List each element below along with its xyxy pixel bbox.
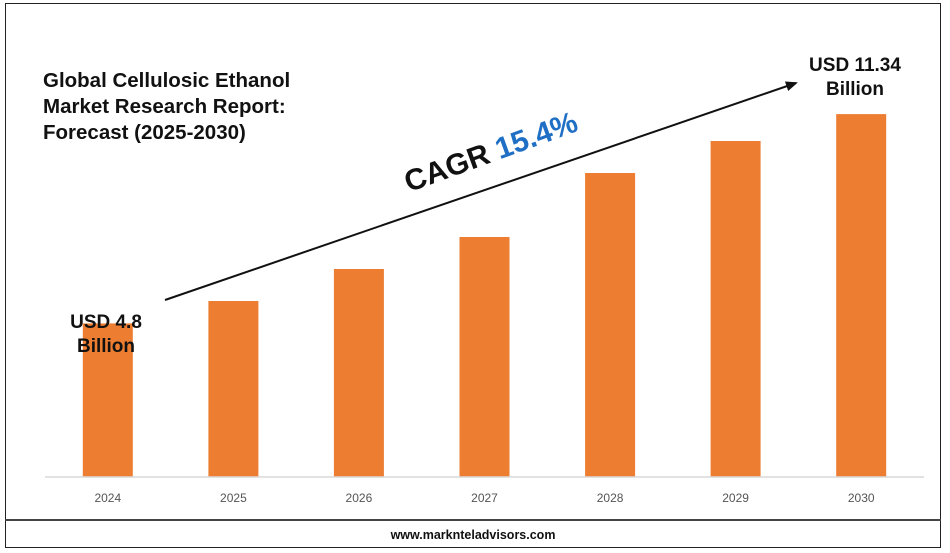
x-tick-label-2030: 2030 (848, 491, 875, 505)
footer-url: www.marknteladvisors.com (5, 519, 941, 548)
end-value-callout: USD 11.34 Billion (800, 54, 910, 102)
x-tick-labels: 2024 2025 2026 2027 2028 2029 2030 (94, 491, 874, 505)
start-value-unit: Billion (76, 336, 136, 357)
x-tick-label-2025: 2025 (220, 491, 247, 505)
bar-2024 (82, 323, 133, 477)
bar-2030 (836, 114, 887, 477)
end-value-amount: USD 11.34 (809, 55, 901, 76)
x-tick-label-2024: 2024 (94, 491, 121, 505)
bar-2029 (710, 141, 761, 477)
x-tick-label-2028: 2028 (597, 491, 624, 505)
bar-2026 (333, 269, 384, 477)
chart-title-line-3: Forecast (2025-2030) (43, 121, 246, 144)
bar-2027 (459, 237, 510, 477)
bar-2028 (585, 173, 636, 477)
cagr-arrow (164, 81, 798, 301)
x-tick-label-2026: 2026 (346, 491, 373, 505)
start-value-callout: USD 4.8 Billion (56, 311, 156, 359)
end-value-unit: Billion (825, 79, 885, 100)
chart-title-line-2: Market Research Report: (43, 95, 286, 118)
bar-2025 (208, 301, 259, 477)
x-tick-label-2029: 2029 (722, 491, 749, 505)
start-value-amount: USD 4.8 (70, 312, 142, 333)
chart-title-line-1: Global Cellulosic Ethanol (43, 69, 291, 92)
bars-layer (82, 114, 887, 477)
chart-title: Global Cellulosic Ethanol Market Researc… (43, 68, 373, 146)
x-tick-label-2027: 2027 (471, 491, 498, 505)
